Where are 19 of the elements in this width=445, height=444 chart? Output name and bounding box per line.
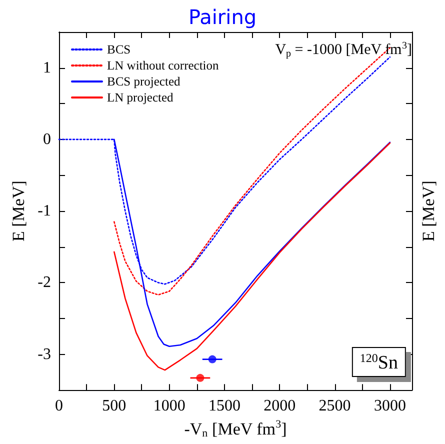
x-tick-label: 2500: [318, 398, 351, 415]
chart-title: Pairing: [188, 5, 257, 29]
y-tick-label: 1: [43, 59, 51, 76]
y-tick-label: 0: [43, 130, 51, 148]
x-tick-label: 3000: [374, 398, 406, 415]
legend-label: LN without correction: [107, 58, 220, 72]
y-tick-label: -1: [38, 202, 51, 220]
x-tick-label: 1000: [153, 398, 186, 415]
legend-label: BCS: [107, 42, 131, 56]
x-tick-label: 0: [55, 398, 63, 415]
y-axis-title: E [MeV]: [8, 180, 28, 242]
y-tick-label: -3: [38, 346, 51, 363]
x-tick-label: 500: [102, 398, 126, 415]
x-tick-label: 2000: [264, 398, 296, 415]
x-tick-label: 1500: [208, 398, 240, 415]
y-tick-label: -2: [38, 274, 51, 292]
legend-label: BCS projected: [107, 74, 182, 88]
y2-axis-title: E [MeV]: [419, 180, 438, 242]
legend-label: LN projected: [107, 90, 174, 104]
